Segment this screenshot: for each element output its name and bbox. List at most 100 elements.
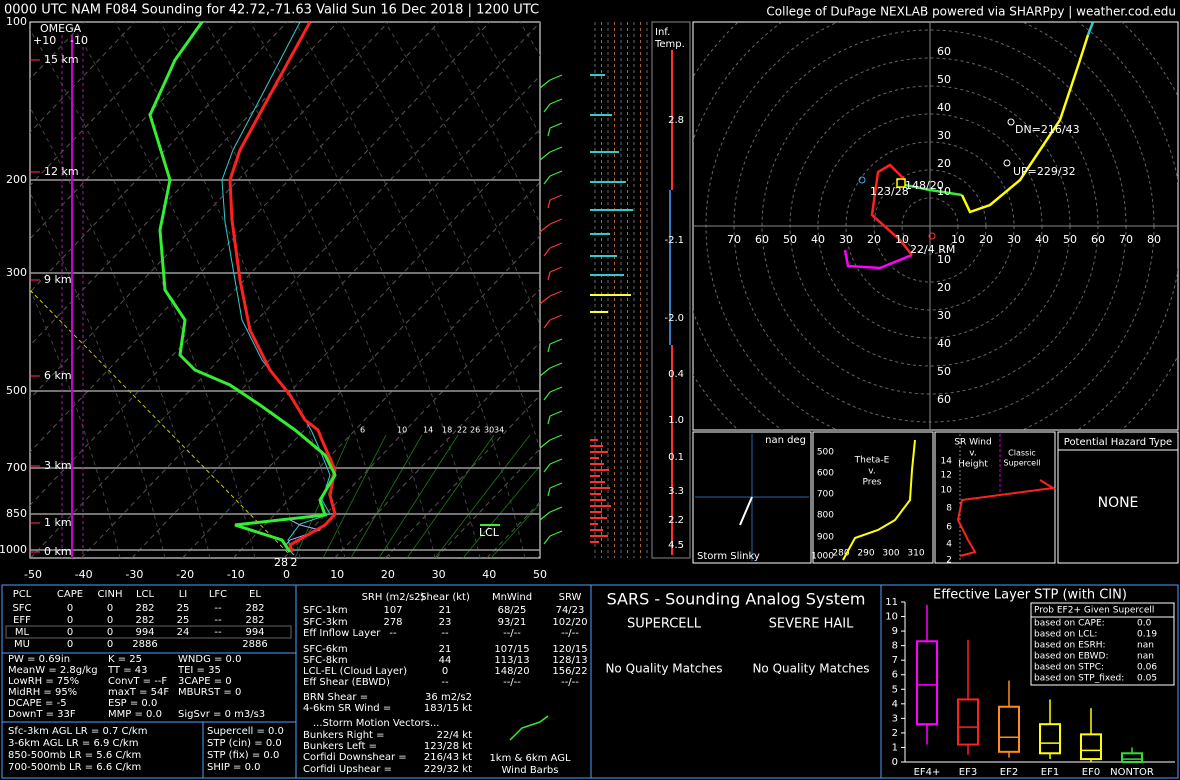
y-tick-label: 4 — [892, 699, 898, 710]
slinky-frame — [692, 431, 812, 564]
wind-barb — [549, 506, 563, 513]
prob-value: 0.19 — [1137, 630, 1157, 640]
parcel-header: LFC — [209, 589, 227, 600]
temp-label: -30 — [125, 568, 143, 581]
srwind-label: Height — [958, 460, 988, 470]
kin-cell: 113/13 — [494, 655, 529, 666]
hodo-0-3 — [843, 249, 913, 270]
inferred-value: 2.8 — [668, 115, 684, 126]
temp-label: 10 — [330, 568, 344, 581]
kin-cell: 44 — [439, 655, 452, 666]
sars-title: SARS - Sounding Analog System — [607, 590, 866, 609]
ring-label: 40 — [937, 101, 951, 114]
credit: College of DuPage NEXLAB powered via SHA… — [766, 5, 1176, 19]
mixing-ratio — [434, 434, 531, 558]
height-label: 0 km — [44, 545, 72, 558]
marker — [896, 178, 906, 188]
index: PW = 0.69in — [8, 654, 70, 665]
omega-tick: -10 — [70, 34, 88, 47]
y-tick-label: 2 — [892, 728, 898, 739]
parcel-cell: 0 — [107, 615, 113, 626]
index: MeanW = 2.8g/kg — [8, 665, 98, 676]
wind-barb — [549, 530, 563, 537]
kin-cell: LCL-EL (Cloud Layer) — [303, 666, 407, 677]
lapse-rate: 700-500mb LR = 6.6 C/km — [8, 762, 141, 773]
kin-extra-value: 183/15 kt — [424, 703, 472, 714]
kin-extra-value: 229/32 kt — [424, 764, 472, 775]
theta-tick: 800 — [817, 511, 834, 521]
parcel-highlight — [5, 625, 292, 639]
parcel-header: PCL — [13, 589, 32, 600]
dry-adiabat — [159, 22, 391, 558]
height-label: 15 km — [44, 53, 79, 66]
theta-tick: 1000 — [811, 552, 834, 562]
isotherm — [30, 22, 186, 187]
srwind-label: v. — [969, 449, 977, 459]
parcel-header: CAPE — [57, 589, 83, 600]
y-tick-label: 10 — [885, 612, 898, 623]
parcel-header: LI — [179, 589, 188, 600]
isotherm — [30, 22, 288, 293]
parcel-cell: 0 — [67, 627, 73, 638]
composite: STP (fix) = 0.0 — [207, 750, 279, 761]
prob-label: based on EBWD: — [1034, 652, 1109, 662]
isotherm — [30, 22, 491, 506]
wind-barb — [549, 242, 563, 249]
index: DCAPE = -5 — [8, 698, 67, 709]
pressure-label: 700 — [6, 461, 27, 474]
isotherm — [283, 288, 540, 558]
inferred-frame — [651, 21, 691, 559]
srwind-tick: 2 — [946, 556, 952, 566]
prob-title: Prob EF2+ Given Supercell — [1034, 606, 1154, 616]
wind-barb — [549, 338, 563, 345]
kin-cell: SFC-8km — [303, 655, 348, 666]
marker — [1003, 159, 1011, 167]
kin-cell: 23 — [439, 617, 452, 628]
temp-label: 20 — [381, 568, 395, 581]
parcel-cell: 282 — [135, 615, 154, 626]
kin-cell: --/-- — [503, 677, 521, 688]
hodo-9-12 — [960, 34, 1090, 214]
kin-extra: Corfidi Upshear = — [303, 764, 392, 775]
hodo-point-label: 123/28 — [870, 185, 909, 198]
composite: STP (cin) = 0.0 — [207, 738, 282, 749]
hazard-frame — [1057, 431, 1179, 564]
hazard-title: Potential Hazard Type — [1064, 437, 1172, 448]
marker — [1007, 118, 1015, 126]
barbs-label: 1km & 6km AGL — [489, 753, 571, 764]
isotherm — [30, 22, 136, 133]
index: TEI = 35 — [177, 665, 221, 676]
hodo-point-label: DN=216/43 — [1015, 123, 1080, 136]
pressure-label: 1000 — [0, 543, 27, 556]
mixing-ratio-label: 30 — [484, 426, 494, 435]
parcel-cell: EFF — [13, 615, 31, 626]
parcel-header: EL — [249, 589, 261, 600]
inferred-value: 2.2 — [668, 515, 684, 526]
kin-cell: SFC-1km — [303, 605, 348, 616]
height-label: 1 km — [44, 516, 72, 529]
pressure-label: 200 — [6, 173, 27, 186]
parcel-cell: 282 — [135, 603, 154, 614]
kin-header: Shear (kt) — [420, 592, 470, 603]
parcel-cell: 0 — [107, 639, 113, 650]
temp-label: -10 — [227, 568, 245, 581]
parcel-cell: 0 — [107, 627, 113, 638]
srwind-label: SR Wind — [954, 438, 991, 448]
kin-extra-value: 123/28 kt — [424, 741, 472, 752]
kin-cell: SFC-3km — [303, 617, 348, 628]
dry-adiabat — [30, 288, 121, 558]
dry-adiabat — [249, 22, 481, 558]
slinky-label: Storm Slinky — [697, 551, 760, 562]
theta-x: 280 — [832, 549, 849, 559]
line — [539, 715, 549, 723]
parcel-cell: -- — [214, 627, 222, 638]
wind-barb — [549, 482, 563, 489]
parcel-cell: 994 — [245, 627, 264, 638]
kin-cell: 102/20 — [552, 617, 587, 628]
y-tick-label: 5 — [892, 684, 898, 695]
kin-cell: 148/20 — [494, 666, 529, 677]
ring-label: 30 — [1007, 233, 1021, 246]
inferred-value: -2.0 — [664, 313, 684, 324]
kin-cell: -- — [441, 628, 449, 639]
kin-cell: --/-- — [503, 628, 521, 639]
